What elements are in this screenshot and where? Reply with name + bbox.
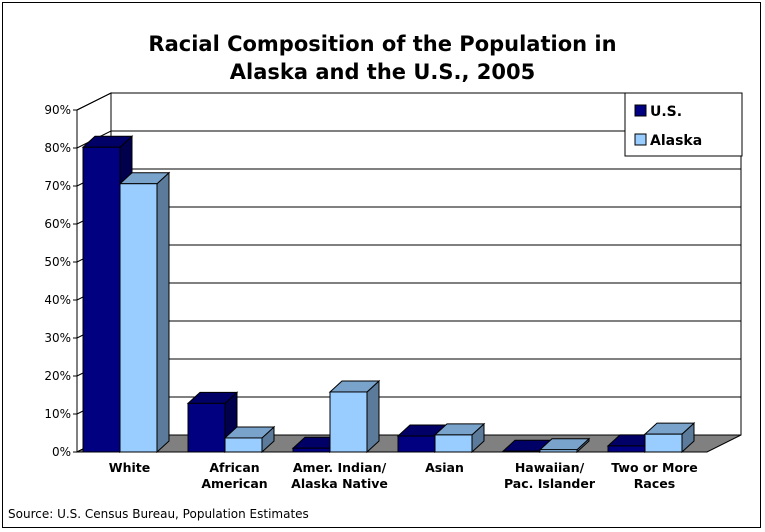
y-tick-label: 70% (44, 179, 71, 193)
bar-alaska-4 (539, 449, 578, 453)
bar-us-1 (187, 402, 226, 453)
chart-title-line-2: Alaska and the U.S., 2005 (229, 60, 536, 84)
x-tick-label: African (209, 460, 259, 475)
bar-alaska-3 (434, 434, 473, 453)
bar-alaska-1 (224, 437, 263, 453)
bar-us-5 (607, 445, 646, 453)
bar-alaska-0 (119, 183, 158, 453)
legend-label: U.S. (650, 104, 682, 120)
legend-label: Alaska (650, 133, 702, 149)
x-tick-label: Asian (425, 460, 464, 475)
y-tick-label: 20% (44, 369, 71, 383)
y-tick-label: 90% (44, 103, 71, 117)
bar-us-4 (502, 450, 541, 453)
x-tick-label: Races (634, 476, 675, 491)
y-tick-label: 40% (44, 293, 71, 307)
y-tick-label: 0% (52, 445, 71, 459)
bar-alaska-5 (644, 433, 683, 453)
x-tick-label: White (109, 460, 150, 475)
bar-us-0 (82, 146, 121, 453)
x-tick-label: Two or More (611, 460, 697, 475)
source-note: Source: U.S. Census Bureau, Population E… (8, 507, 309, 521)
x-tick-label: Pac. Islander (504, 476, 596, 491)
x-tick-label: Amer. Indian/ (293, 460, 387, 475)
bar-alaska-2 (329, 391, 368, 453)
y-tick-label: 10% (44, 407, 71, 421)
legend-swatch (634, 133, 647, 146)
gridline (76, 92, 741, 111)
bar-side (156, 171, 170, 454)
x-tick-label: Hawaiian/ (515, 460, 585, 475)
bar-us-2 (292, 447, 331, 453)
chart-title-line-1: Racial Composition of the Population in (148, 32, 617, 56)
bar-side (366, 379, 380, 454)
legend-swatch (634, 104, 647, 117)
bar-us-3 (397, 435, 436, 453)
y-tick-label: 30% (44, 331, 71, 345)
y-tick-label: 60% (44, 217, 71, 231)
y-tick-label: 80% (44, 141, 71, 155)
y-tick-label: 50% (44, 255, 71, 269)
x-tick-label: American (201, 476, 267, 491)
x-tick-label: Alaska Native (291, 476, 388, 491)
